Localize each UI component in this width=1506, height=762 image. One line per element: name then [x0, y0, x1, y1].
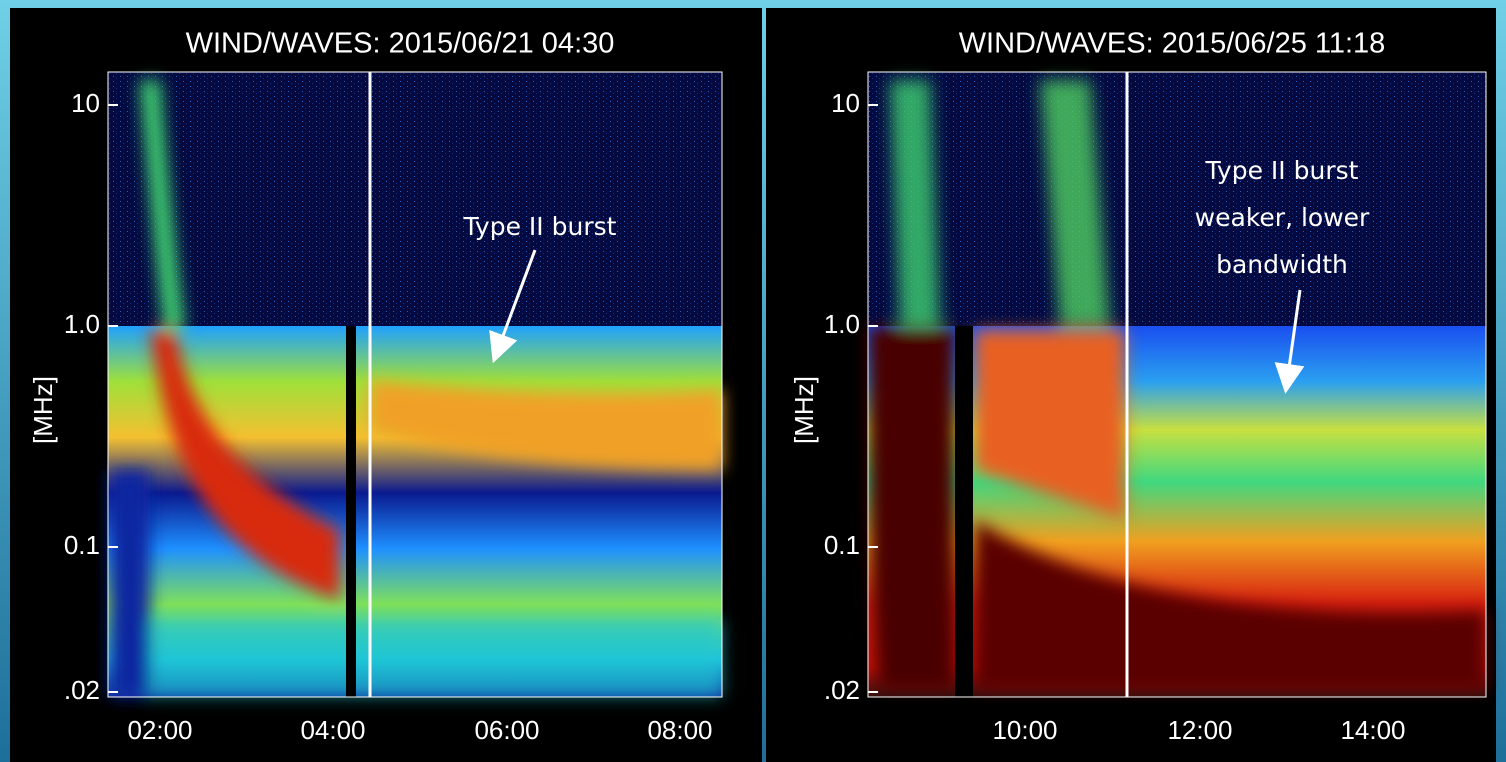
y-axis-label: [MHz] — [28, 376, 58, 444]
y-tick-label: 0.1 — [64, 530, 100, 560]
y-tick-label: 1.0 — [824, 309, 860, 339]
y-axis-label: [MHz] — [789, 376, 819, 444]
x-tick-label: 02:00 — [127, 715, 192, 745]
y-tick-label: 10 — [71, 88, 100, 118]
x-tick-label: 14:00 — [1340, 715, 1405, 745]
panel-title: WIND/WAVES: 2015/06/21 04:30 — [186, 28, 615, 60]
page: {"panels": [ {"title": "WIND/WAVES: 2015… — [0, 0, 1506, 762]
y-tick-label: 1.0 — [64, 309, 100, 339]
annotation: weaker, lower — [1195, 203, 1370, 232]
y-tick-label: 0.1 — [824, 530, 860, 560]
annotation: Type II burst — [1205, 156, 1359, 185]
annotation: bandwidth — [1216, 250, 1348, 279]
y-tick-label: .02 — [824, 675, 860, 705]
panel-title: WIND/WAVES: 2015/06/25 11:18 — [959, 28, 1386, 60]
x-tick-label: 06:00 — [474, 715, 539, 745]
figure: WIND/WAVES: 2015/06/21 04:30 [MHz] 10 1.0 0.… — [0, 0, 1506, 762]
annotation: Type II burst — [463, 212, 617, 241]
y-tick-label: 10 — [831, 88, 860, 118]
y-tick-label: .02 — [64, 675, 100, 705]
spectrogram — [108, 72, 722, 697]
x-tick-label: 12:00 — [1167, 715, 1232, 745]
x-tick-label: 08:00 — [647, 715, 712, 745]
spectrogram — [868, 72, 1486, 697]
x-tick-label: 04:00 — [300, 715, 365, 745]
x-tick-label: 10:00 — [992, 715, 1057, 745]
